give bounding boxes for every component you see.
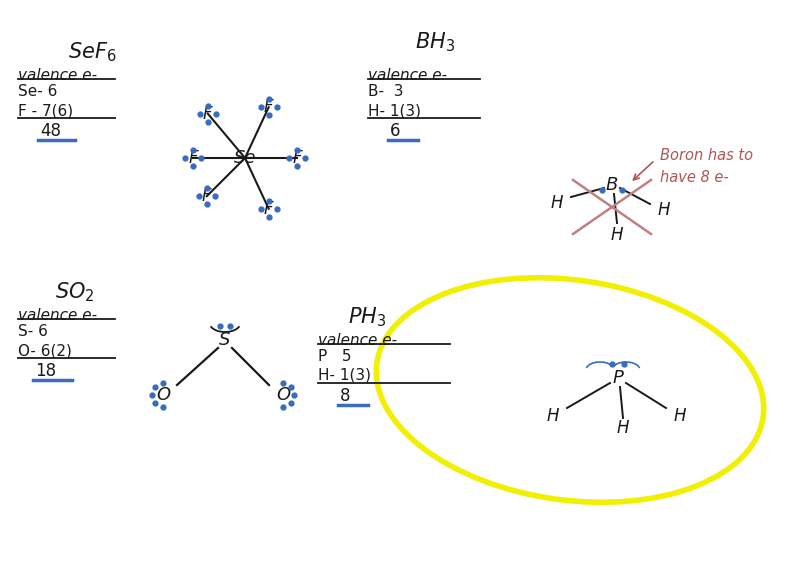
- Text: 6: 6: [390, 122, 401, 140]
- Text: P   5: P 5: [318, 349, 351, 364]
- Text: 8: 8: [340, 387, 350, 405]
- Text: $PH_3$: $PH_3$: [348, 305, 386, 329]
- Text: Se- 6: Se- 6: [18, 84, 58, 99]
- Text: Se: Se: [234, 149, 256, 167]
- Text: 48: 48: [40, 122, 61, 140]
- Text: H- 1(3): H- 1(3): [368, 103, 421, 118]
- Text: P: P: [613, 369, 623, 387]
- Text: F: F: [188, 149, 198, 167]
- Text: B: B: [606, 176, 618, 194]
- Text: H: H: [546, 407, 559, 425]
- Text: $BH_3$: $BH_3$: [415, 30, 455, 53]
- Text: S- 6: S- 6: [18, 324, 48, 339]
- Text: F - 7(6): F - 7(6): [18, 103, 73, 118]
- Text: 18: 18: [35, 362, 56, 380]
- Text: B-  3: B- 3: [368, 84, 403, 99]
- Text: S: S: [219, 331, 230, 349]
- Text: H: H: [674, 407, 686, 425]
- Text: F: F: [203, 105, 213, 123]
- Text: valence e-: valence e-: [18, 68, 97, 83]
- Text: valence e-: valence e-: [368, 68, 447, 83]
- Text: valence e-: valence e-: [318, 333, 397, 348]
- Text: H: H: [658, 201, 670, 219]
- Text: valence e-: valence e-: [18, 308, 97, 323]
- Text: F: F: [264, 98, 274, 116]
- Text: H- 1(3): H- 1(3): [318, 368, 371, 383]
- Text: $SO_2$: $SO_2$: [55, 280, 94, 303]
- Text: F: F: [202, 187, 212, 205]
- Text: O- 6(2): O- 6(2): [18, 343, 72, 358]
- Text: F: F: [292, 149, 302, 167]
- Text: O: O: [156, 386, 170, 404]
- Text: O: O: [276, 386, 290, 404]
- Text: H: H: [550, 194, 563, 212]
- Text: F: F: [264, 200, 274, 217]
- Text: H: H: [610, 226, 623, 244]
- Text: H: H: [617, 419, 630, 437]
- Text: $SeF_6$: $SeF_6$: [68, 40, 117, 64]
- Text: Boron has to
have 8 e-: Boron has to have 8 e-: [660, 148, 753, 185]
